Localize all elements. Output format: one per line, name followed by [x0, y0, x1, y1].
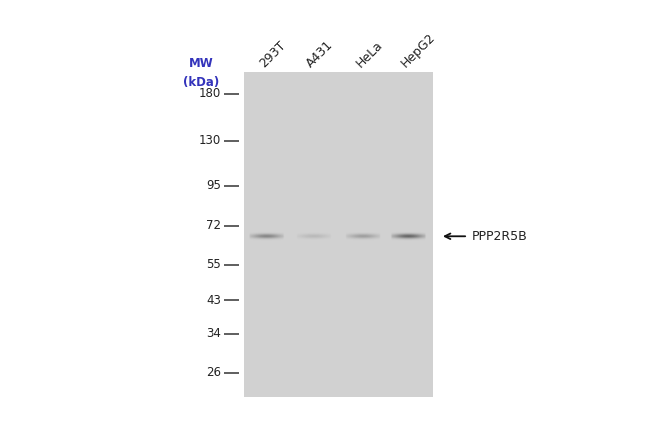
Text: 180: 180	[199, 87, 221, 100]
Text: MW: MW	[189, 57, 214, 70]
Text: 34: 34	[206, 327, 221, 341]
Text: HepG2: HepG2	[398, 30, 438, 70]
Text: 55: 55	[206, 258, 221, 271]
Text: 293T: 293T	[257, 38, 289, 70]
Text: A431: A431	[304, 38, 336, 70]
Text: 130: 130	[199, 134, 221, 147]
Text: PPP2R5B: PPP2R5B	[471, 230, 527, 243]
Text: 43: 43	[206, 294, 221, 307]
Text: (kDa): (kDa)	[183, 76, 220, 89]
Text: 26: 26	[206, 366, 221, 379]
Text: HeLa: HeLa	[354, 38, 385, 70]
Text: 72: 72	[206, 219, 221, 233]
Text: 95: 95	[206, 179, 221, 192]
